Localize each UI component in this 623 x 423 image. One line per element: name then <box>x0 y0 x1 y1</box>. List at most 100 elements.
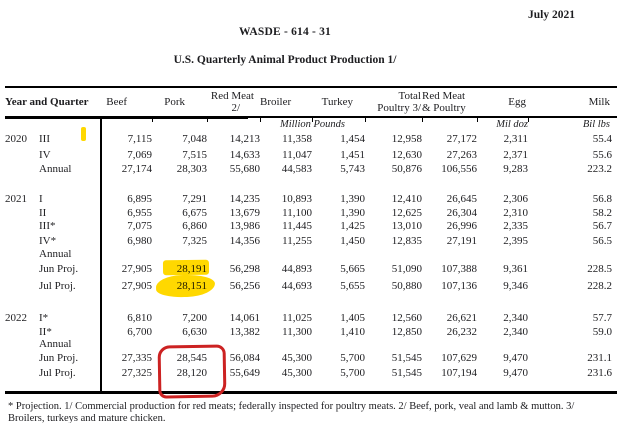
value-cell: 9,283 <box>503 163 528 175</box>
row-label-cell: 2022 I* <box>5 311 100 325</box>
value-cell: 2,340 <box>503 325 528 338</box>
table-row: Annual 27,174 28,303 55,680 44,583 5,743 50,87… <box>5 162 612 176</box>
value-cell: 6,700 <box>127 325 152 338</box>
table-row: Jun Proj.27,90528,19156,29844,8935,66551… <box>5 260 612 278</box>
value-cell: 7,115 <box>127 133 152 145</box>
value-cell: 1,425 <box>340 220 365 232</box>
value-cell: 12,410 <box>391 192 422 205</box>
column-tick <box>477 117 478 122</box>
pen-circle-2022-pork <box>157 344 227 399</box>
units-million-pounds: Million Pounds <box>279 119 346 130</box>
value-cell: 2,340 <box>503 312 528 324</box>
value-cell: 5,743 <box>340 163 365 175</box>
table-row: II* 6,700 6,630 13,382 11,300 1,410 12,850 26,2… <box>5 325 612 338</box>
table-header-rule <box>5 116 617 118</box>
value-cell: 7,048 <box>182 133 207 145</box>
value-cell <box>365 248 422 260</box>
value-cell: 27,174 <box>121 163 152 175</box>
value-cell: 56,084 <box>229 351 260 364</box>
value-cell <box>477 338 528 350</box>
value-cell: 1,390 <box>340 206 365 219</box>
table-row: IV 7,069 7,515 14,633 11,047 1,451 12,630 27,26… <box>5 147 612 162</box>
value-cell: 13,679 <box>229 206 260 219</box>
value-cell: 26,621 <box>446 312 477 324</box>
table-bottom-rule <box>5 391 617 394</box>
value-cell: 7,325 <box>182 234 207 247</box>
value-cell: 7,515 <box>182 148 207 161</box>
value-cell: 12,560 <box>391 312 422 324</box>
column-tick <box>365 117 366 122</box>
year-label: 2022 <box>5 312 27 324</box>
value-cell: 107,136 <box>441 279 477 292</box>
table-row: Annual <box>5 338 612 350</box>
value-cell: 28,545 <box>176 351 207 364</box>
value-cell: 1,454 <box>340 133 365 145</box>
value-cell: 9,346 <box>503 279 528 292</box>
value-cell: 5,665 <box>340 263 365 275</box>
units-row: Million Pounds Mil doz Bil lbs <box>5 118 612 131</box>
quarter-label: Jul Proj. <box>39 279 76 292</box>
value-cell: 9,470 <box>503 366 528 379</box>
value-cell: 9,470 <box>503 351 528 364</box>
table-row: Annual <box>5 248 612 260</box>
value-cell: 44,583 <box>281 163 312 175</box>
value-cell: 12,835 <box>391 234 422 247</box>
value-cell: 56.5 <box>592 234 612 247</box>
value-cell: 5,700 <box>340 351 365 364</box>
col-header-egg: Egg <box>508 95 526 108</box>
row-label-cell: II* <box>5 325 100 338</box>
value-cell: 6,675 <box>182 206 207 219</box>
row-label-cell: Annual <box>5 338 100 350</box>
value-cell: 50,876 <box>391 163 422 175</box>
value-cell: 14,633 <box>229 148 260 161</box>
value-cell: 14,356 <box>229 234 260 247</box>
value-cell: 1,410 <box>340 325 365 338</box>
value-cell: 107,388 <box>441 263 477 275</box>
value-cell: 2,306 <box>503 192 528 205</box>
table-row: III* 7,075 6,860 13,986 11,445 1,425 13,010 26,… <box>5 219 612 233</box>
value-cell: 55.6 <box>592 148 612 161</box>
units-mil-doz: Mil doz <box>496 119 528 130</box>
value-cell: 51,090 <box>391 263 422 275</box>
value-cell <box>260 338 312 350</box>
value-cell: 14,235 <box>229 192 260 205</box>
value-cell: 12,958 <box>391 133 422 145</box>
quarter-label: Annual <box>39 248 72 260</box>
value-cell: 106,556 <box>441 163 477 175</box>
table-row: IV* 6,980 7,325 14,356 11,255 1,450 12,835 27,1… <box>5 233 612 248</box>
value-cell: 45,300 <box>281 351 312 364</box>
value-cell: 6,955 <box>127 206 152 219</box>
value-cell: 45,300 <box>281 366 312 379</box>
value-cell: 27,905 <box>121 279 152 292</box>
value-cell: 223.2 <box>587 163 612 175</box>
value-cell <box>528 248 612 260</box>
value-cell: 107,629 <box>441 351 477 364</box>
value-cell: 231.6 <box>587 366 612 379</box>
column-tick <box>152 117 153 122</box>
value-cell: 2,395 <box>503 234 528 247</box>
column-tick <box>260 117 261 122</box>
value-cell: 6,630 <box>182 325 207 338</box>
col-header-pork: Pork <box>164 95 185 108</box>
quarter-label: II <box>39 206 47 219</box>
column-tick <box>528 117 529 122</box>
value-cell: 11,358 <box>282 133 312 145</box>
value-cell: 57.7 <box>592 312 612 324</box>
value-cell: 5,700 <box>340 366 365 379</box>
table-row: 2022 I* 6,810 7,200 14,061 11,025 1,405 12,560 2… <box>5 311 612 325</box>
value-cell: 2,371 <box>503 148 528 161</box>
value-cell: 14,213 <box>229 133 260 145</box>
value-cell: 11,047 <box>282 148 312 161</box>
value-cell: 9,361 <box>503 263 528 275</box>
footnote: * Projection. 1/ Commercial production f… <box>8 401 575 423</box>
row-label-cell: IV <box>5 147 100 162</box>
value-cell: 27,172 <box>446 133 477 145</box>
value-cell: 6,860 <box>182 220 207 232</box>
row-label-cell: Annual <box>5 162 100 176</box>
col-header-total-poultry: Total Poultry 3/ <box>377 89 421 115</box>
value-cell: 231.1 <box>587 351 612 364</box>
value-cell: 1,390 <box>340 192 365 205</box>
value-cell: 2,335 <box>503 220 528 232</box>
table-row: II 6,955 6,675 13,679 11,100 1,390 12,625 26,30… <box>5 206 612 219</box>
